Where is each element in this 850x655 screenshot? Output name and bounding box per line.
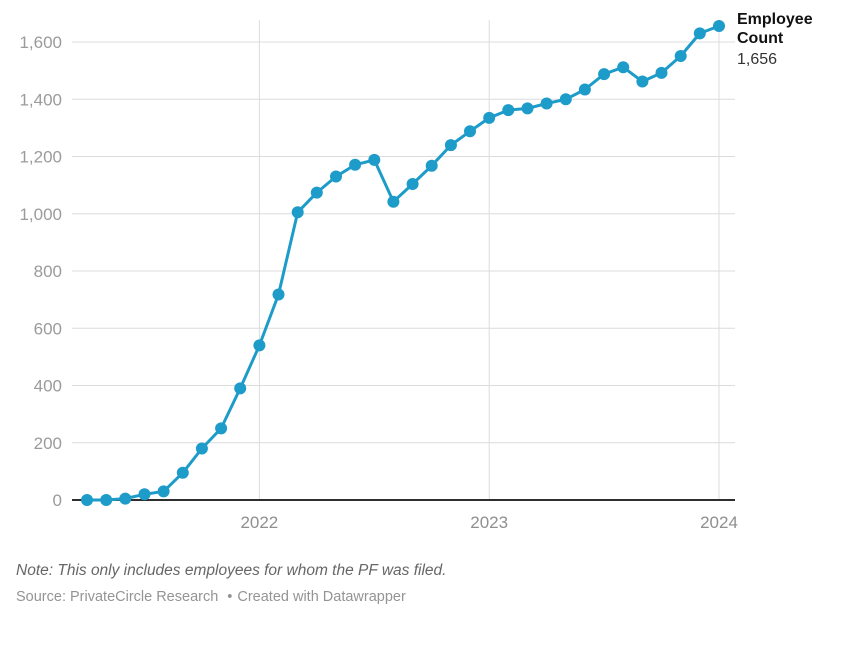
data-point-marker [119,492,132,505]
series-end-label: Employee Count 1,656 [737,10,837,69]
data-point-marker [636,75,649,88]
data-point-marker [406,178,419,190]
x-tick-label: 2022 [240,513,278,532]
source-text: Source: PrivateCircle Research [16,589,219,605]
y-tick-label: 1,400 [19,90,62,109]
data-point-marker [291,206,304,219]
data-point-marker [387,195,400,208]
line-chart-canvas: 0 200 400 600 800 1,000 1,200 1,400 1,600 2022 202… [19,20,738,532]
data-point-marker [253,339,266,352]
x-tick-label: 2023 [470,513,508,532]
data-point-marker [425,159,438,172]
data-point-marker [444,139,457,152]
employee-count-line [85,24,721,502]
y-tick-label: 1,200 [19,148,62,167]
data-point-marker [464,125,476,138]
data-point-marker [655,66,668,79]
y-tick-label: 1,600 [19,33,62,52]
data-point-marker [502,104,515,117]
data-point-marker [81,494,93,506]
data-point-marker [330,170,342,183]
data-point-marker [598,68,611,81]
y-tick-label: 400 [34,377,62,396]
data-point-marker [349,158,362,171]
data-point-marker [195,442,208,455]
data-point-marker [559,93,572,106]
chart-footer: Note: This only includes employees for w… [16,562,836,605]
source-line: Source: PrivateCircle Research • Created w… [16,589,836,605]
data-point-marker [272,288,285,301]
data-point-marker [368,153,381,166]
y-tick-label: 800 [34,262,62,281]
attribution-text: Created with Datawrapper [237,589,406,605]
data-point-marker [138,488,151,501]
data-point-marker [176,466,189,479]
employee-count-chart: 0 200 400 600 800 1,000 1,200 1,400 1,600 2022 202… [19,10,837,532]
bullet-separator: • [227,589,233,605]
data-point-marker [483,111,496,124]
data-point-marker [617,61,630,74]
data-point-marker [157,485,170,498]
data-point-marker [713,20,725,32]
x-tick-label: 2024 [700,513,738,532]
data-point-marker [578,83,591,96]
data-point-marker [100,494,113,506]
y-tick-label: 600 [34,319,62,338]
data-point-marker [540,97,553,110]
data-point-marker [215,422,228,435]
data-point-marker [693,27,706,40]
y-tick-label: 1,000 [19,205,62,224]
series-name-label: Employee Count [737,11,813,47]
y-tick-label: 0 [53,491,62,510]
data-point-marker [521,102,534,115]
note-text: Note: This only includes employees for w… [16,562,447,579]
y-tick-label: 200 [34,434,62,453]
series-end-value: 1,656 [737,51,778,68]
data-point-marker [234,382,247,395]
data-point-marker [310,186,323,199]
data-point-marker [674,50,687,62]
